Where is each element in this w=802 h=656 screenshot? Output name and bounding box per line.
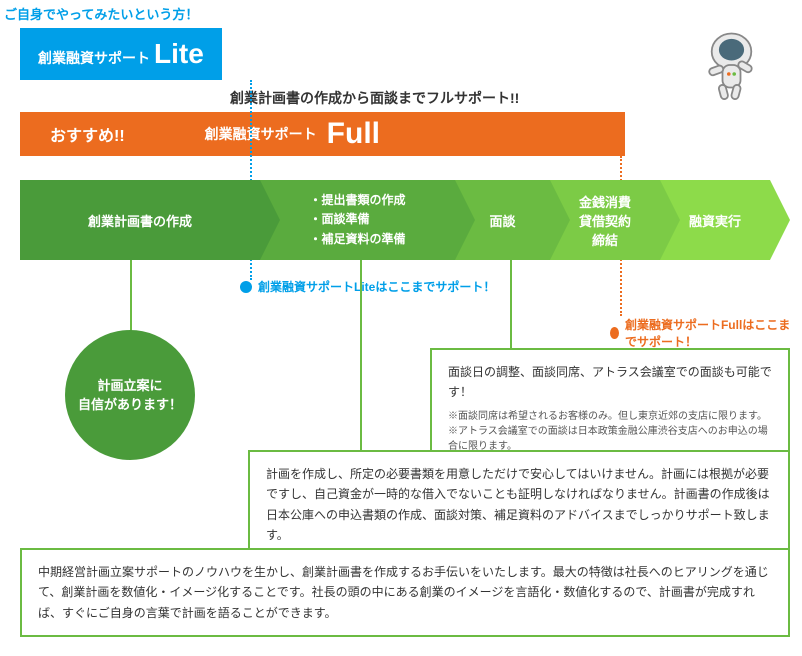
process-arrow-row: 創業計画書の作成 ・提出書類の作成 ・面談準備 ・補足資料の準備 面談 金銭消費… [20,180,790,260]
step-2: ・提出書類の作成 ・面談準備 ・補足資料の準備 [260,180,455,260]
step-5-label: 融資実行 [689,211,741,230]
step-4-l3: 締結 [592,230,618,249]
box1-note1: ※面談同席は希望されるお客様のみ。但し東京近郊の支店に限ります。 [448,409,772,424]
full-marker: 創業融資サポートFullはここまでサポート！ [610,316,802,350]
connector-line-2 [360,260,362,460]
step-1-label: 創業計画書の作成 [88,211,192,230]
full-badge-bar: おすすめ!! 創業融資サポート Full [20,112,625,156]
step-2-item-3: ・補足資料の準備 [309,230,405,249]
full-marker-text: 創業融資サポートFullはここまでサポート！ [625,316,802,350]
full-big-label: Full [327,117,380,151]
circle-line-2: 自信があります！ [78,395,182,415]
lite-dot-icon [240,281,252,293]
lite-big-label: Lite [154,38,204,70]
astronaut-icon [682,20,772,110]
full-support-note: 創業計画書の作成から面談までフルサポート!! [230,88,519,108]
box1-main: 面談日の調整、面談同席、アトラス会議室での面談も可能です！ [448,362,772,403]
step-3-label: 面談 [489,211,515,230]
recommend-label: おすすめ!! [50,122,125,146]
lite-marker-text: 創業融資サポートLiteはここまでサポート！ [258,278,495,295]
lite-marker: 創業融資サポートLiteはここまでサポート！ [240,278,495,295]
detail-box-documents: 計画を作成し、所定の必要書類を用意しただけで安心してはいけません。計画には根拠が… [248,450,790,560]
circle-line-1: 計画立案に [78,376,182,396]
step-1: 創業計画書の作成 [20,180,260,260]
self-try-heading: ご自身でやってみたいという方！ [4,4,198,23]
detail-box-planning: 中期経営計画立案サポートのノウハウを生かし、創業計画書を作成するお手伝いをいたし… [20,548,790,637]
step-2-item-1: ・提出書類の作成 [309,191,405,210]
connector-line-3 [510,260,512,355]
step-4-l2: 貸借契約 [579,211,631,230]
lite-badge: 創業融資サポート Lite [20,28,222,80]
full-prefix: 創業融資サポート [205,124,317,144]
full-dot-icon [610,327,619,339]
step-2-item-2: ・面談準備 [309,210,405,229]
confidence-circle: 計画立案に 自信があります！ [65,330,195,460]
step-4-l1: 金銭消費 [579,192,631,211]
lite-prefix: 創業融資サポート [38,48,150,68]
